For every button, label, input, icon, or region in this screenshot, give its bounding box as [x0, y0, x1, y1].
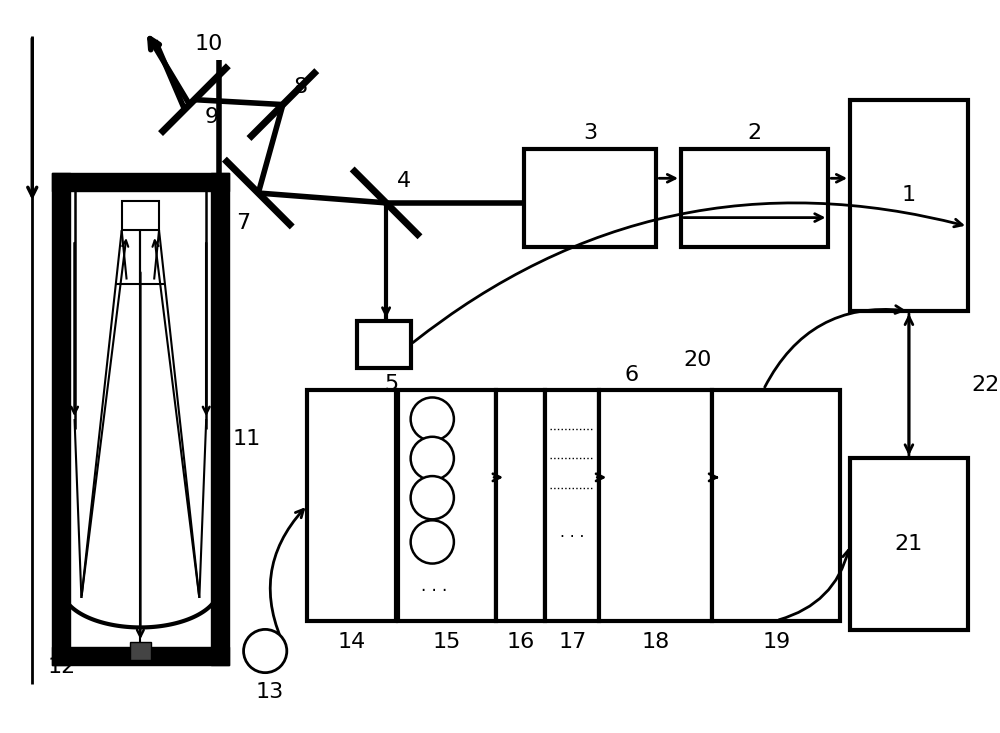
Text: . . .: . . . [421, 577, 447, 595]
Text: . . .: . . . [560, 525, 585, 539]
Bar [545, 390, 599, 621]
Text: 14: 14 [338, 632, 366, 652]
Text: 8: 8 [294, 77, 308, 97]
Text: 13: 13 [256, 682, 284, 702]
Bar [357, 321, 411, 368]
Bar [122, 201, 159, 230]
Bar [850, 458, 968, 630]
Text: 3: 3 [583, 123, 597, 143]
Circle shape [411, 437, 454, 480]
Text: 9: 9 [205, 107, 219, 128]
Circle shape [411, 520, 454, 564]
Text: 21: 21 [895, 534, 923, 554]
Circle shape [411, 476, 454, 519]
Bar [496, 390, 545, 621]
Text: 4: 4 [397, 172, 411, 191]
Bar [712, 390, 840, 621]
Bar [599, 390, 712, 621]
Bar [850, 100, 968, 311]
Bar [398, 390, 496, 621]
Text: 15: 15 [433, 632, 461, 652]
Text: 6: 6 [625, 365, 639, 385]
Text: 2: 2 [748, 123, 762, 143]
Bar [130, 642, 151, 660]
Text: 12: 12 [48, 657, 76, 677]
Text: 19: 19 [762, 632, 790, 652]
Text: 16: 16 [507, 632, 535, 652]
Circle shape [244, 630, 287, 673]
Text: 5: 5 [384, 374, 399, 394]
Text: 7: 7 [237, 213, 251, 232]
Text: 20: 20 [683, 350, 712, 370]
Circle shape [411, 397, 454, 441]
Text: 22: 22 [971, 375, 1000, 394]
Text: 11: 11 [232, 429, 261, 449]
Bar [524, 149, 656, 247]
Text: 10: 10 [195, 34, 223, 54]
Text: 18: 18 [642, 632, 670, 652]
Text: 1: 1 [902, 185, 916, 205]
Bar [307, 390, 396, 621]
Text: 17: 17 [558, 632, 586, 652]
Bar [681, 149, 828, 247]
